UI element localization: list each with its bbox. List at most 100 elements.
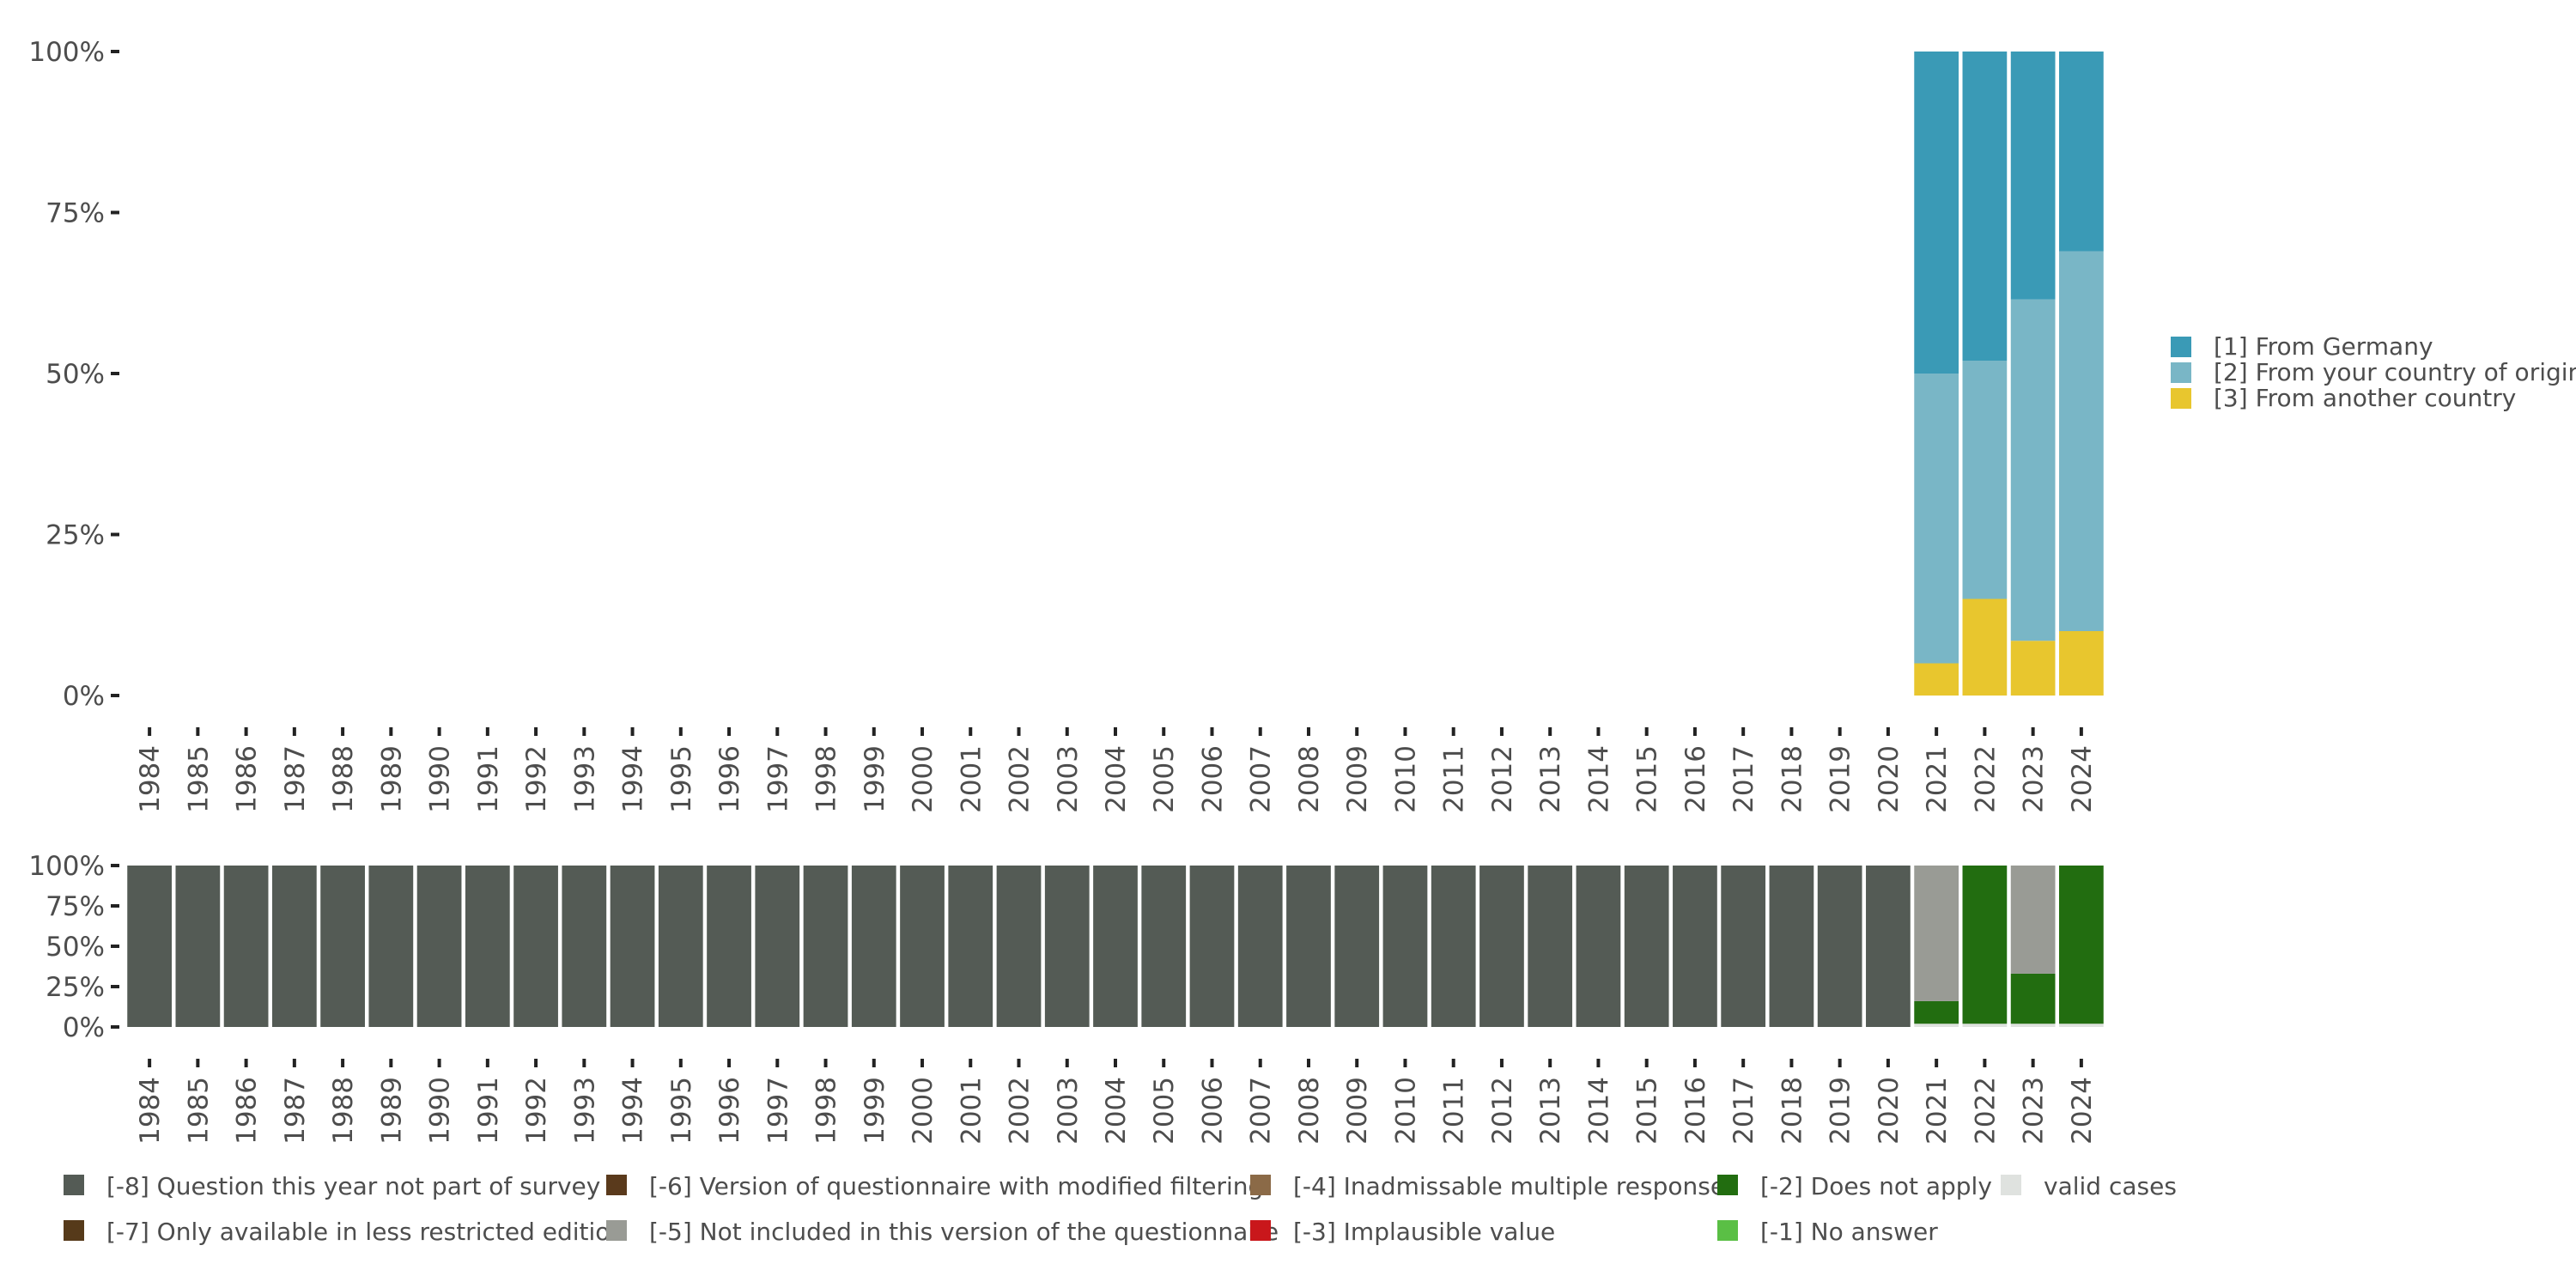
bottom-legend-label: valid cases xyxy=(2044,1172,2177,1200)
top-bar-2021-3-from-another-country xyxy=(1914,663,1959,696)
top-x-tick-label: 2020 xyxy=(1874,745,1905,813)
bottom-x-tick-label: 2020 xyxy=(1874,1077,1905,1145)
bottom-bar-2023-5-not-included-in-this-version-of-the-questionnaire xyxy=(2010,866,2056,974)
bottom-bar-1998-8-question-this-year-not-part-of-survey xyxy=(803,866,848,1027)
bottom-bar-2000-8-question-this-year-not-part-of-survey xyxy=(900,866,945,1027)
top-x-tick-label: 1994 xyxy=(618,745,649,813)
bottom-x-tick-label: 2019 xyxy=(1826,1077,1856,1145)
bottom-legend-label: [-7] Only available in less restricted e… xyxy=(106,1218,625,1246)
bottom-bar-2015-8-question-this-year-not-part-of-survey xyxy=(1624,866,1669,1027)
top-bar-2024-3-from-another-country xyxy=(2059,631,2104,696)
top-x-tick-label: 2024 xyxy=(2067,745,2098,813)
bottom-legend-swatch-1-no-answer xyxy=(1717,1220,1738,1241)
top-x-tick-label: 2004 xyxy=(1101,745,1132,813)
bottom-x-tick-label: 2007 xyxy=(1246,1077,1277,1145)
bottom-x-tick-label: 2023 xyxy=(2019,1077,2050,1145)
bottom-bar-2014-8-question-this-year-not-part-of-survey xyxy=(1576,866,1621,1027)
bottom-bar-2008-8-question-this-year-not-part-of-survey xyxy=(1286,866,1331,1027)
top-legend-label: [2] From your country of origin xyxy=(2214,358,2576,386)
bottom-legend-label: [-3] Implausible value xyxy=(1293,1218,1555,1246)
bottom-bar-2013-8-question-this-year-not-part-of-survey xyxy=(1528,866,1573,1027)
bottom-bar-2024-2-does-not-apply xyxy=(2059,866,2104,1024)
bottom-x-tick-label: 2014 xyxy=(1583,1077,1614,1145)
top-x-tick-label: 1984 xyxy=(135,745,166,813)
top-x-tick-label: 1998 xyxy=(811,745,842,813)
top-x-tick-label: 1991 xyxy=(473,745,504,813)
bottom-bar-1991-8-question-this-year-not-part-of-survey xyxy=(465,866,510,1027)
bottom-x-tick-label: 2021 xyxy=(1922,1077,1953,1145)
top-x-tick-label: 2012 xyxy=(1487,745,1518,813)
bottom-bar-1996-8-question-this-year-not-part-of-survey xyxy=(707,866,751,1027)
bottom-x-tick-label: 1995 xyxy=(666,1077,697,1145)
bottom-x-tick-label: 1998 xyxy=(811,1077,842,1145)
bottom-x-tick-label: 2018 xyxy=(1777,1077,1807,1145)
top-x-tick-label: 2005 xyxy=(1149,745,1180,813)
bottom-bar-2022-valid-cases xyxy=(1962,1024,2008,1027)
bottom-legend-swatch-5-not-included-in-this-version-of-the-questionnaire xyxy=(606,1220,627,1241)
top-x-tick-label: 2009 xyxy=(1342,745,1373,813)
bottom-legend-swatch-2-does-not-apply xyxy=(1717,1175,1738,1195)
bottom-x-tick-label: 2005 xyxy=(1149,1077,1180,1145)
top-x-tick-label: 2021 xyxy=(1922,745,1953,813)
bottom-legend-swatch-valid-cases xyxy=(2001,1175,2021,1195)
bottom-bar-2023-valid-cases xyxy=(2010,1024,2056,1027)
top-x-tick-label: 2018 xyxy=(1777,745,1807,813)
bottom-bar-1992-8-question-this-year-not-part-of-survey xyxy=(513,866,558,1027)
top-y-tick-label: 25% xyxy=(46,520,105,551)
top-bar-2023-2-from-your-country-of-origin xyxy=(2010,299,2056,641)
top-x-tick-label: 1986 xyxy=(232,745,263,813)
bottom-x-tick-label: 1994 xyxy=(618,1077,649,1145)
top-bar-2022-1-from-germany xyxy=(1962,52,2008,361)
top-x-tick-label: 2013 xyxy=(1535,745,1566,813)
top-x-tick-label: 2007 xyxy=(1246,745,1277,813)
bottom-x-tick-label: 1984 xyxy=(135,1077,166,1145)
bottom-bar-2021-2-does-not-apply xyxy=(1914,1000,1959,1024)
bottom-bar-2001-8-question-this-year-not-part-of-survey xyxy=(948,866,993,1027)
bottom-x-tick-label: 1987 xyxy=(280,1077,311,1145)
bottom-bar-2018-8-question-this-year-not-part-of-survey xyxy=(1769,866,1814,1027)
bottom-bar-1997-8-question-this-year-not-part-of-survey xyxy=(755,866,800,1027)
bottom-bar-1995-8-question-this-year-not-part-of-survey xyxy=(658,866,703,1027)
bottom-bar-2010-8-question-this-year-not-part-of-survey xyxy=(1382,866,1428,1027)
bottom-y-tick-label: 0% xyxy=(63,1012,105,1043)
bottom-x-tick-label: 2009 xyxy=(1342,1077,1373,1145)
top-x-tick-label: 1999 xyxy=(860,745,890,813)
top-x-tick-label: 1985 xyxy=(183,745,214,813)
bottom-bar-1986-8-question-this-year-not-part-of-survey xyxy=(223,866,269,1027)
bottom-bar-2006-8-question-this-year-not-part-of-survey xyxy=(1189,866,1235,1027)
bottom-x-tick-label: 1990 xyxy=(425,1077,456,1145)
top-y-tick-label: 0% xyxy=(63,681,105,712)
bottom-bar-1988-8-question-this-year-not-part-of-survey xyxy=(320,866,365,1027)
bottom-bar-2002-8-question-this-year-not-part-of-survey xyxy=(996,866,1042,1027)
bottom-x-tick-label: 2000 xyxy=(908,1077,939,1145)
bottom-bar-2022-2-does-not-apply xyxy=(1962,866,2008,1024)
bottom-x-tick-label: 2010 xyxy=(1390,1077,1421,1145)
bottom-x-tick-label: 2002 xyxy=(1005,1077,1036,1145)
bottom-x-tick-label: 2006 xyxy=(1197,1077,1228,1145)
top-y-tick-label: 100% xyxy=(28,37,105,68)
bottom-x-tick-label: 2022 xyxy=(1970,1077,2001,1145)
top-x-tick-label: 2019 xyxy=(1826,745,1856,813)
bottom-chart: 0% 25% 50% 75% 100% 1984 1985 1986 1987 1988 1989 1… xyxy=(28,851,2104,1145)
top-x-tick-label: 2002 xyxy=(1005,745,1036,813)
bottom-x-tick-label: 1992 xyxy=(521,1077,552,1145)
bottom-x-tick-label: 1986 xyxy=(232,1077,263,1145)
top-x-tick-label: 2003 xyxy=(1053,745,1084,813)
bottom-bar-1984-8-question-this-year-not-part-of-survey xyxy=(127,866,172,1027)
bottom-legend-label: [-4] Inadmissable multiple response xyxy=(1293,1172,1725,1200)
bottom-legend-swatch-6-version-of-questionnaire-with-modified-filtering xyxy=(606,1175,627,1195)
bottom-bar-1985-8-question-this-year-not-part-of-survey xyxy=(175,866,221,1027)
top-x-tick-label: 1992 xyxy=(521,745,552,813)
top-x-tick-label: 1990 xyxy=(425,745,456,813)
bottom-x-tick-label: 2004 xyxy=(1101,1077,1132,1145)
bottom-bar-2021-valid-cases xyxy=(1914,1024,1959,1027)
bottom-bar-2012-8-question-this-year-not-part-of-survey xyxy=(1479,866,1524,1027)
top-x-tick-label: 2011 xyxy=(1439,745,1470,813)
top-x-tick-label: 2014 xyxy=(1583,745,1614,813)
bottom-x-tick-label: 2013 xyxy=(1535,1077,1566,1145)
top-x-tick-label: 2010 xyxy=(1390,745,1421,813)
bottom-legend-swatch-7-only-available-in-less-restricted-edition xyxy=(64,1220,84,1241)
bottom-legend-label: [-6] Version of questionnaire with modif… xyxy=(649,1172,1263,1200)
top-chart: 0% 25% 50% 75% 100% 1984 1985 1986 1987 1988 1989 1… xyxy=(28,37,2104,813)
